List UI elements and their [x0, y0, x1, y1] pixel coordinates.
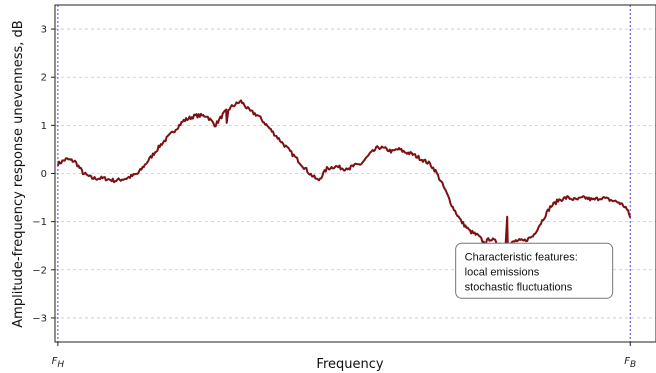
series-line	[56, 99, 632, 249]
y-axis-label: Amplitude-frequency response unevenness,…	[11, 20, 26, 327]
x-tick-label: FB	[624, 356, 636, 370]
y-tick-label: 3	[41, 25, 47, 36]
x-tick-label-sub: H	[57, 360, 64, 370]
annotation-line: stochastic fluctuations	[465, 281, 573, 293]
x-tick-label-main: F	[52, 356, 58, 367]
frequency-markers	[57, 5, 631, 342]
x-tick-label-sub: B	[630, 360, 636, 370]
x-tick-label-main: F	[624, 356, 630, 367]
y-tick-label: 2	[41, 73, 47, 84]
y-tick-label: 0	[41, 169, 47, 180]
y-tick-label: 1	[41, 121, 47, 132]
y-tick-label: −2	[32, 265, 47, 276]
annotation-line: Characteristic features:	[465, 251, 578, 263]
x-tick-labels: FH FB	[52, 342, 636, 370]
y-ticks: 3 2 1 0 −1 −2 −3	[32, 25, 55, 324]
annotation-frame	[455, 242, 614, 299]
annotation-box: Characteristic features: local emissions s…	[455, 242, 614, 299]
annotation-line: local emissions	[465, 266, 540, 278]
y-tick-label: −1	[32, 217, 47, 228]
y-tick-label: −3	[32, 313, 47, 324]
x-tick-label: FH	[52, 356, 65, 370]
x-axis-label: Frequency	[316, 357, 383, 372]
